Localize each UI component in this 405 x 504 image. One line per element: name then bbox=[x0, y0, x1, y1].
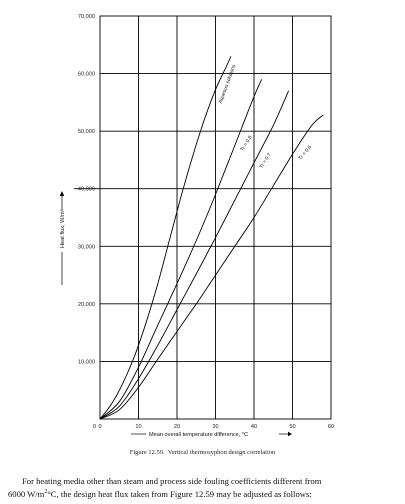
series-curve-3 bbox=[99, 90, 290, 420]
y-tick-label: 40,000 bbox=[78, 187, 95, 193]
series-curve-4 bbox=[99, 114, 324, 420]
y-axis-arrow-head bbox=[59, 191, 65, 196]
body-paragraph: For heating media other than steam and p… bbox=[8, 476, 398, 499]
curves bbox=[99, 56, 324, 420]
figure-caption: Figure 12.59. Vertical thermosyphon desi… bbox=[129, 449, 276, 456]
body-line-2-prefix: 6000 W/m bbox=[8, 488, 45, 499]
x-tick-label: 40 bbox=[251, 424, 257, 430]
x-tick-label: 10 bbox=[135, 424, 141, 430]
tick-labels: 0 10 20 30 40 50 60 10,000 20,000 30,000 40,000 50,… bbox=[78, 14, 334, 430]
x-tick-label: 60 bbox=[328, 424, 334, 430]
y-tick-label: 10,000 bbox=[78, 359, 95, 365]
x-axis-arrow-head bbox=[288, 431, 292, 437]
series-curve-2 bbox=[99, 79, 263, 420]
x-tick-label: 20 bbox=[174, 424, 180, 430]
x-tick-label: 50 bbox=[289, 424, 295, 430]
x-axis-label: Mean overall temperature difference, °C bbox=[149, 432, 248, 438]
y-tick-label: 20,000 bbox=[78, 302, 95, 308]
gridlines bbox=[74, 16, 331, 419]
origin-label: 0 bbox=[93, 424, 96, 430]
y-tick-label: 60,000 bbox=[78, 72, 95, 78]
x-tick-label: 0 bbox=[98, 424, 101, 430]
x-tick-label: 30 bbox=[212, 424, 218, 430]
body-line-2-sup: 2 bbox=[44, 488, 48, 495]
y-axis-label: Heat flux, W/m² bbox=[60, 209, 66, 248]
body-line-2-suffix: °C, the design heat flux taken from Figu… bbox=[47, 488, 312, 499]
y-tick-label: 70,000 bbox=[78, 14, 95, 20]
y-tick-label: 50,000 bbox=[78, 129, 95, 135]
thermosyphon-design-chart: 0 10 20 30 40 50 60 10,000 20,000 30,000 40,000 50,… bbox=[59, 14, 334, 438]
series-curve-1 bbox=[99, 56, 232, 420]
body-line-2: 6000 W/m2°C, the design heat flux taken … bbox=[8, 487, 398, 499]
body-line-1: For heating media other than steam and p… bbox=[22, 476, 322, 486]
y-tick-label: 30,000 bbox=[78, 244, 95, 250]
